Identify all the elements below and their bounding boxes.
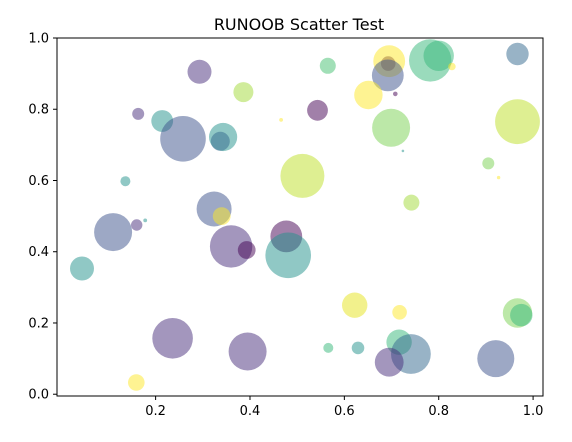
scatter-point xyxy=(120,176,130,186)
scatter-point xyxy=(213,207,231,225)
scatter-point xyxy=(393,92,398,97)
plot-frame xyxy=(57,38,543,396)
scatter-point xyxy=(280,154,324,198)
x-tick-label: 0.2 xyxy=(145,404,166,419)
scatter-point xyxy=(152,318,193,359)
x-tick-label: 0.8 xyxy=(428,404,449,419)
scatter-point xyxy=(497,176,500,179)
y-tick-label: 0.6 xyxy=(28,174,49,189)
scatter-point xyxy=(320,58,336,74)
scatter-point xyxy=(372,109,410,147)
scatter-point xyxy=(132,108,144,120)
scatter-point xyxy=(238,241,256,259)
scatter-point xyxy=(510,304,532,326)
scatter-point xyxy=(279,118,283,122)
scatter-point xyxy=(188,60,212,84)
scatter-point xyxy=(448,63,456,71)
y-tick-label: 0.2 xyxy=(28,316,49,331)
scatter-point xyxy=(375,348,404,377)
scatter-point xyxy=(495,99,540,144)
x-tick-label: 1.0 xyxy=(523,404,544,419)
y-tick-label: 0.4 xyxy=(28,245,49,260)
scatter-point xyxy=(403,195,419,211)
scatter-point xyxy=(307,100,328,121)
scatter-point xyxy=(323,343,333,353)
chart-title: RUNOOB Scatter Test xyxy=(214,15,384,34)
scatter-point xyxy=(392,305,407,320)
scatter-point xyxy=(354,81,382,109)
scatter-point xyxy=(160,116,206,162)
scatter-point xyxy=(143,219,147,223)
scatter-point xyxy=(94,213,132,251)
scatter-point xyxy=(477,340,514,377)
scatter-point xyxy=(211,132,230,151)
scatter-point xyxy=(229,333,267,371)
scatter-point xyxy=(233,82,253,102)
scatter-point xyxy=(265,233,311,279)
y-tick-label: 0.0 xyxy=(28,388,49,403)
scatter-point xyxy=(131,219,142,230)
scatter-point xyxy=(352,342,365,355)
x-tick-label: 0.6 xyxy=(334,404,355,419)
x-tick-label: 0.4 xyxy=(240,404,261,419)
y-tick-label: 0.8 xyxy=(28,103,49,118)
scatter-point xyxy=(482,157,494,169)
scatter-point xyxy=(402,150,405,153)
scatter-point xyxy=(70,257,94,281)
y-tick-label: 1.0 xyxy=(28,32,49,47)
scatter-point xyxy=(342,293,367,318)
scatter-point xyxy=(506,43,528,65)
scatter-point xyxy=(128,374,145,391)
points-layer xyxy=(70,39,540,391)
